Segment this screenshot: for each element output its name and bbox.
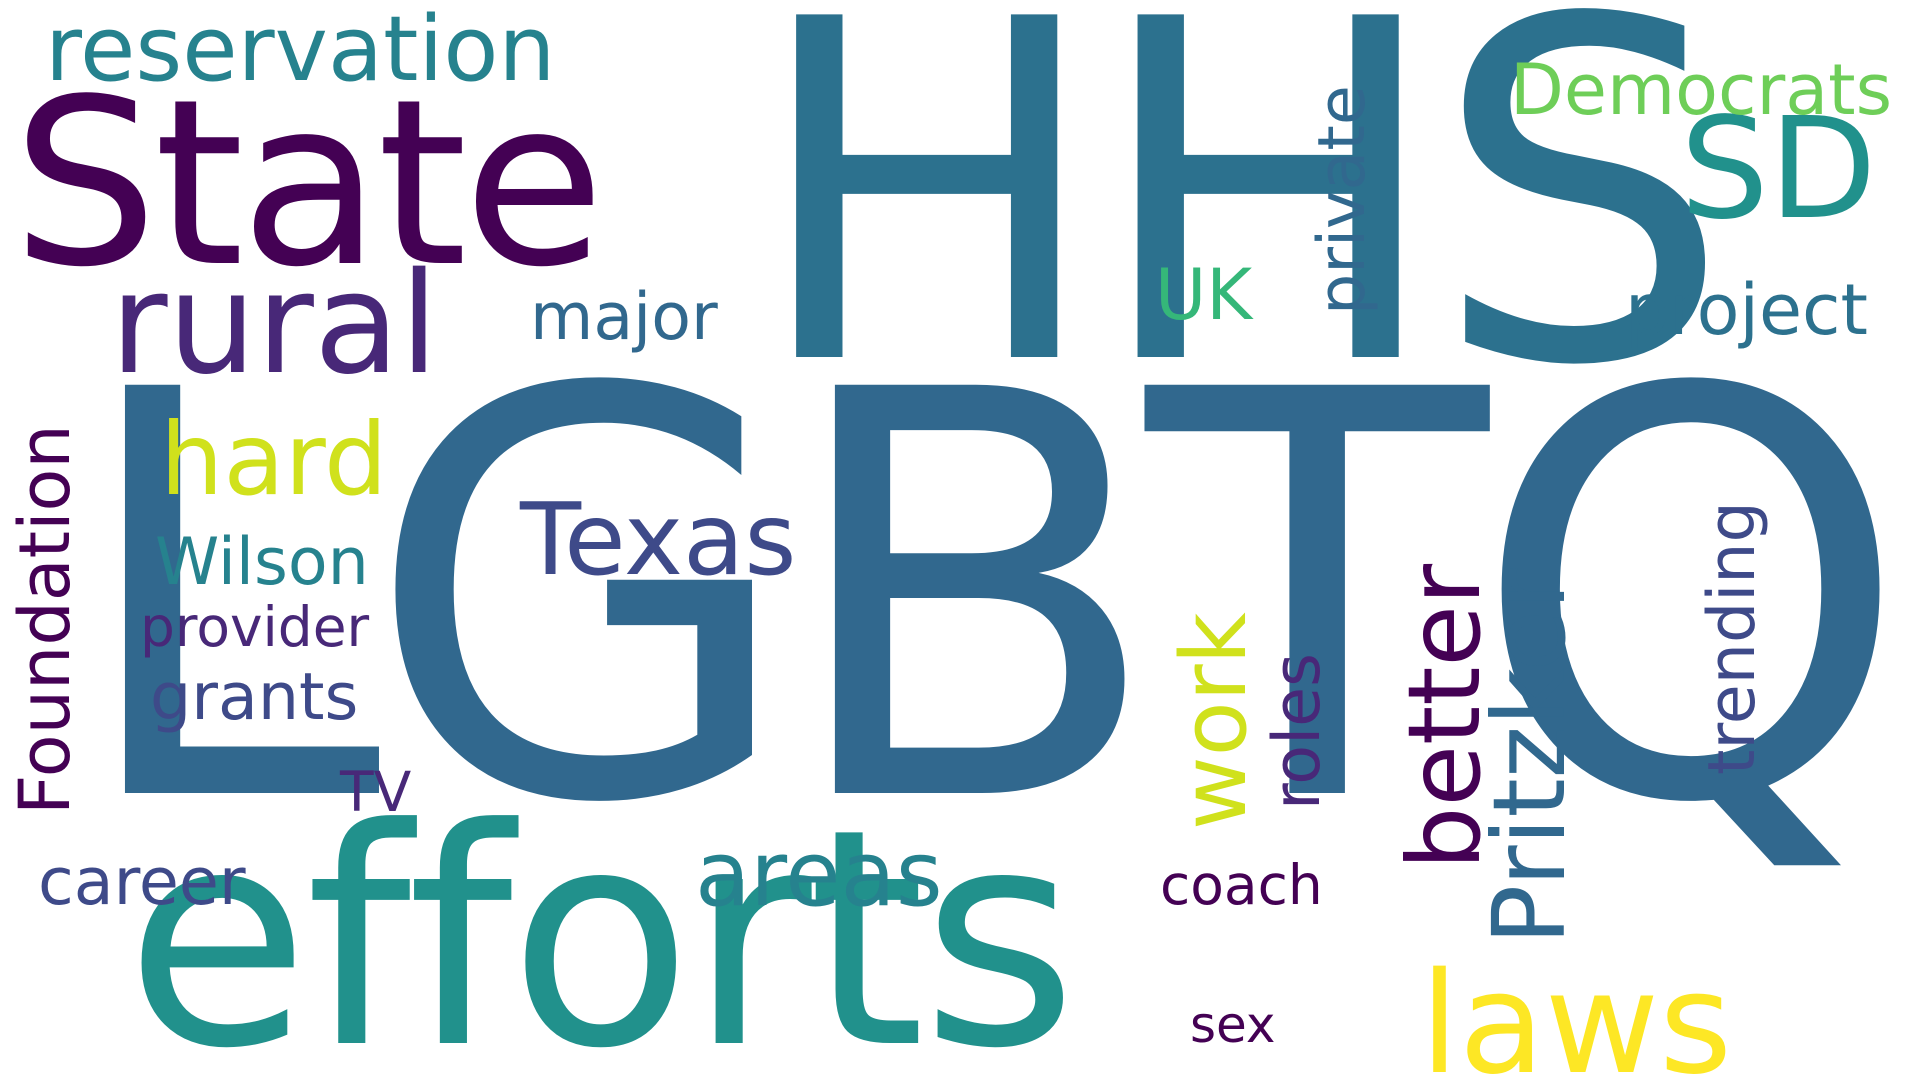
word-rural: rural: [110, 243, 439, 406]
word-hhs: HHS: [750, 0, 1731, 468]
word-reservation: reservation: [45, 0, 556, 102]
word-coach: coach: [1160, 853, 1323, 917]
word-pritzker: Pritzker: [1471, 568, 1588, 945]
word-private: private: [1305, 85, 1380, 315]
word-tv: TV: [340, 760, 412, 824]
word-grants: grants: [150, 660, 359, 735]
word-laws: laws: [1420, 943, 1733, 1080]
word-lgbtq: LGBTQ: [70, 274, 1911, 926]
word-career: career: [38, 845, 246, 920]
word-texas: Texas: [520, 481, 797, 598]
word-areas: areas: [695, 822, 943, 927]
word-major: major: [530, 280, 718, 355]
word-foundation: Foundation: [4, 424, 86, 815]
word-provider: provider: [140, 595, 370, 659]
word-trending: trending: [1695, 501, 1770, 775]
word-hard: hard: [160, 401, 388, 518]
word-democrats: Democrats: [1510, 49, 1893, 131]
word-work: work: [1162, 612, 1267, 830]
word-uk: UK: [1155, 254, 1253, 336]
word-roles: roles: [1260, 653, 1335, 810]
word-wilson: Wilson: [155, 525, 369, 600]
word-state: State: [12, 51, 605, 318]
word-sex: sex: [1190, 996, 1276, 1054]
word-sd: SD: [1680, 88, 1877, 251]
word-project: project: [1625, 269, 1868, 351]
word-efforts: efforts: [125, 765, 1078, 1080]
